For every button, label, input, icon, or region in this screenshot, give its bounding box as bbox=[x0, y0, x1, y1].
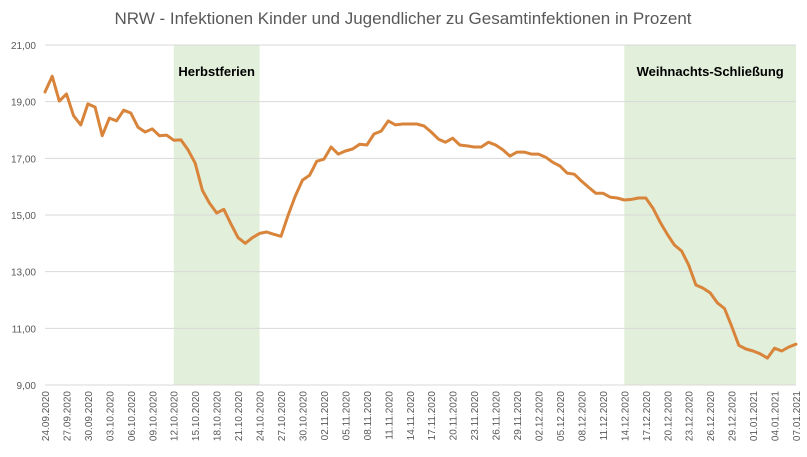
x-tick-label: 20.12.2020 bbox=[663, 391, 674, 441]
y-tick-label: 17,00 bbox=[11, 154, 36, 165]
y-tick-label: 13,00 bbox=[11, 268, 36, 279]
x-tick-label: 21.10.2020 bbox=[234, 391, 245, 441]
x-tick-label: 02.12.2020 bbox=[535, 391, 546, 441]
x-tick-label: 29.11.2020 bbox=[513, 391, 524, 441]
x-tick-label: 18.10.2020 bbox=[213, 391, 224, 441]
period-label-0: Herbstferien bbox=[178, 64, 255, 79]
x-tick-label: 27.10.2020 bbox=[277, 391, 288, 441]
x-tick-label: 17.11.2020 bbox=[427, 391, 438, 441]
x-tick-label: 26.11.2020 bbox=[492, 391, 503, 441]
x-tick-label: 04.01.2021 bbox=[771, 391, 782, 441]
x-tick-label: 29.12.2020 bbox=[728, 391, 739, 441]
x-tick-label: 24.09.2020 bbox=[41, 391, 52, 441]
x-tick-label: 27.09.2020 bbox=[62, 391, 73, 441]
x-tick-label: 03.10.2020 bbox=[105, 391, 116, 441]
x-tick-label: 06.10.2020 bbox=[127, 391, 138, 441]
y-tick-label: 11,00 bbox=[12, 324, 37, 335]
chart-title: NRW - Infektionen Kinder und Jugendliche… bbox=[114, 9, 691, 28]
x-tick-label: 30.10.2020 bbox=[298, 391, 309, 441]
x-tick-label: 11.11.2020 bbox=[384, 391, 395, 440]
x-tick-label: 23.11.2020 bbox=[470, 391, 481, 441]
x-tick-label: 17.12.2020 bbox=[642, 391, 653, 441]
x-tick-label: 23.12.2020 bbox=[685, 391, 696, 441]
x-tick-label: 24.10.2020 bbox=[256, 391, 267, 441]
y-tick-label: 15,00 bbox=[11, 211, 36, 222]
x-tick-label: 05.11.2020 bbox=[341, 391, 352, 441]
x-tick-label: 26.12.2020 bbox=[706, 391, 717, 441]
x-tick-label: 01.01.2021 bbox=[749, 391, 760, 441]
x-tick-label: 11.12.2020 bbox=[599, 391, 610, 441]
x-tick-label: 08.11.2020 bbox=[363, 391, 374, 441]
x-tick-label: 12.10.2020 bbox=[170, 391, 181, 441]
x-tick-label: 02.11.2020 bbox=[320, 391, 331, 441]
x-tick-label: 20.11.2020 bbox=[449, 391, 460, 441]
x-tick-label: 15.10.2020 bbox=[191, 391, 202, 441]
x-tick-label: 09.10.2020 bbox=[148, 391, 159, 441]
x-tick-label: 08.12.2020 bbox=[577, 391, 588, 441]
x-tick-label: 14.12.2020 bbox=[620, 391, 631, 441]
y-tick-label: 19,00 bbox=[11, 98, 36, 109]
y-tick-label: 9,00 bbox=[17, 381, 37, 392]
period-label-1: Weihnachts-Schließung bbox=[637, 64, 784, 79]
series-line bbox=[43, 74, 798, 360]
y-tick-label: 21,00 bbox=[11, 41, 36, 52]
x-tick-label: 30.09.2020 bbox=[84, 391, 95, 441]
x-tick-label: 05.12.2020 bbox=[556, 391, 567, 441]
x-tick-label: 14.11.2020 bbox=[406, 391, 417, 441]
x-tick-label: 07.01.2021 bbox=[792, 391, 803, 441]
